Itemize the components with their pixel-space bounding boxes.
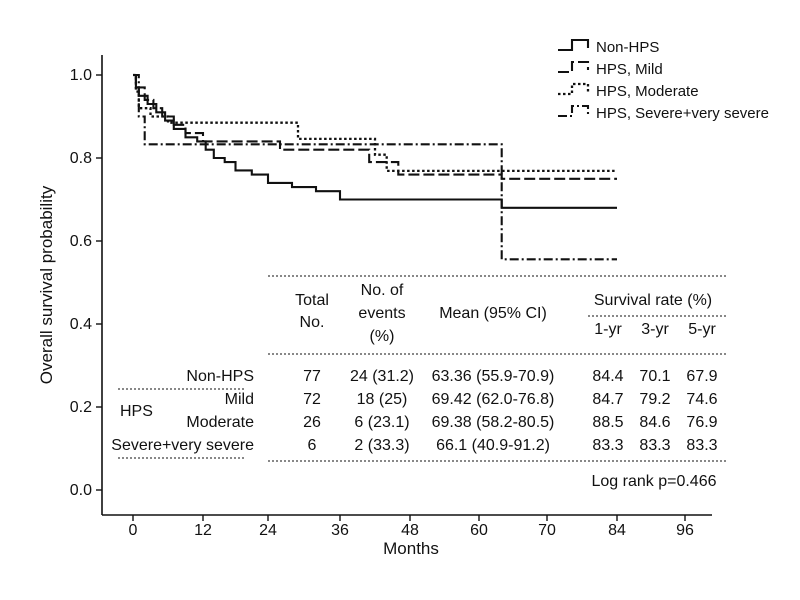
table-cell-yr3: 79.2 — [639, 391, 670, 408]
legend-label-hps-moderate: HPS, Moderate — [596, 83, 699, 100]
th-survival: Survival rate (%) — [594, 292, 712, 309]
x-tick-label: 36 — [331, 522, 349, 539]
table-cell-yr3: 70.1 — [639, 368, 670, 385]
x-tick-label: 48 — [401, 522, 419, 539]
table-cell-yr1: 84.7 — [592, 391, 623, 408]
table-cell-events: 6 (23.1) — [354, 414, 409, 431]
table-cell-total: 6 — [308, 437, 317, 454]
curve-hps-moderate — [133, 73, 617, 173]
table-cell-yr5: 83.3 — [686, 437, 717, 454]
table-cell-yr1: 83.3 — [592, 437, 623, 454]
legend-label-non-hps: Non-HPS — [596, 39, 659, 56]
legend: Non-HPS HPS, Mild HPS, Moderate HPS, Sev… — [558, 38, 769, 122]
legend-marks — [558, 38, 590, 118]
table-cell-mean: 69.42 (62.0-76.8) — [432, 391, 555, 408]
x-tick-label: 84 — [608, 522, 626, 539]
table-cell-label: Severe+very severe — [111, 437, 254, 454]
th-3yr: 3-yr — [641, 321, 669, 338]
table-cell-yr5: 67.9 — [686, 368, 717, 385]
x-tick-label: 24 — [259, 522, 277, 539]
table-cell-yr5: 76.9 — [686, 414, 717, 431]
y-axis-title: Overall survival probability — [37, 185, 56, 384]
table-cell-label: Mild — [225, 391, 254, 408]
table-cell-mean: 63.36 (55.9-70.9) — [432, 368, 555, 385]
y-tick-label: 0.6 — [70, 233, 92, 250]
summary-table: Total No. No. of events (%) Mean (95% CI… — [111, 275, 726, 490]
logrank-text: Log rank p=0.466 — [592, 473, 717, 490]
th-events-1: No. of — [361, 282, 404, 299]
curve-hps-mild — [133, 73, 617, 180]
y-tick-label: 0.2 — [70, 399, 92, 416]
legend-mark — [558, 38, 590, 52]
table-cell-mean: 66.1 (40.9-91.2) — [436, 437, 550, 454]
table-cell-events: 24 (31.2) — [350, 368, 414, 385]
table-rows: Non-HPS 77 24 (31.2) 63.36 (55.9-70.9) 84.4 7… — [111, 368, 717, 454]
table-cell-total: 72 — [303, 391, 321, 408]
y-tick-label: 1.0 — [70, 67, 92, 84]
th-events-3: (%) — [370, 328, 395, 345]
x-tick-label: 96 — [676, 522, 694, 539]
x-tick-label: 70 — [538, 522, 556, 539]
y-ticks: 0.0 0.2 0.4 0.6 0.8 1.0 — [70, 67, 102, 499]
th-total-1: Total — [295, 292, 329, 309]
table-cell-total: 26 — [303, 414, 321, 431]
legend-label-hps-mild: HPS, Mild — [596, 61, 663, 78]
th-5yr: 5-yr — [688, 321, 716, 338]
table-cell-yr1: 84.4 — [592, 368, 623, 385]
table-cell-events: 18 (25) — [357, 391, 408, 408]
survival-curves — [133, 73, 617, 261]
legend-mark — [558, 82, 590, 96]
th-mean: Mean (95% CI) — [439, 305, 547, 322]
legend-mark — [558, 104, 590, 118]
curve-hps-severe-very-severe — [133, 73, 617, 261]
table-cell-yr1: 88.5 — [592, 414, 623, 431]
table-cell-yr3: 83.3 — [639, 437, 670, 454]
table-cell-label: Moderate — [186, 414, 254, 431]
y-tick-label: 0.4 — [70, 316, 92, 333]
legend-label-hps-severe: HPS, Severe+very severe — [596, 105, 769, 122]
y-tick-label: 0.8 — [70, 150, 92, 167]
x-tick-label: 0 — [129, 522, 138, 539]
table-cell-total: 77 — [303, 368, 321, 385]
th-total-2: No. — [300, 314, 325, 331]
table-cell-yr3: 84.6 — [639, 414, 670, 431]
x-axis-title: Months — [383, 539, 439, 558]
table-cell-events: 2 (33.3) — [354, 437, 409, 454]
th-1yr: 1-yr — [594, 321, 622, 338]
y-tick-label: 0.0 — [70, 482, 92, 499]
th-events-2: events — [358, 305, 405, 322]
table-cell-yr5: 74.6 — [686, 391, 717, 408]
table-cell-mean: 69.38 (58.2-80.5) — [432, 414, 555, 431]
x-tick-label: 12 — [194, 522, 212, 539]
table-cell-label: Non-HPS — [186, 368, 254, 385]
x-tick-label: 60 — [470, 522, 488, 539]
group-label-hps: HPS — [120, 403, 153, 420]
x-ticks: 0 12 24 36 48 60 70 84 96 — [129, 515, 694, 539]
legend-mark — [558, 60, 590, 74]
